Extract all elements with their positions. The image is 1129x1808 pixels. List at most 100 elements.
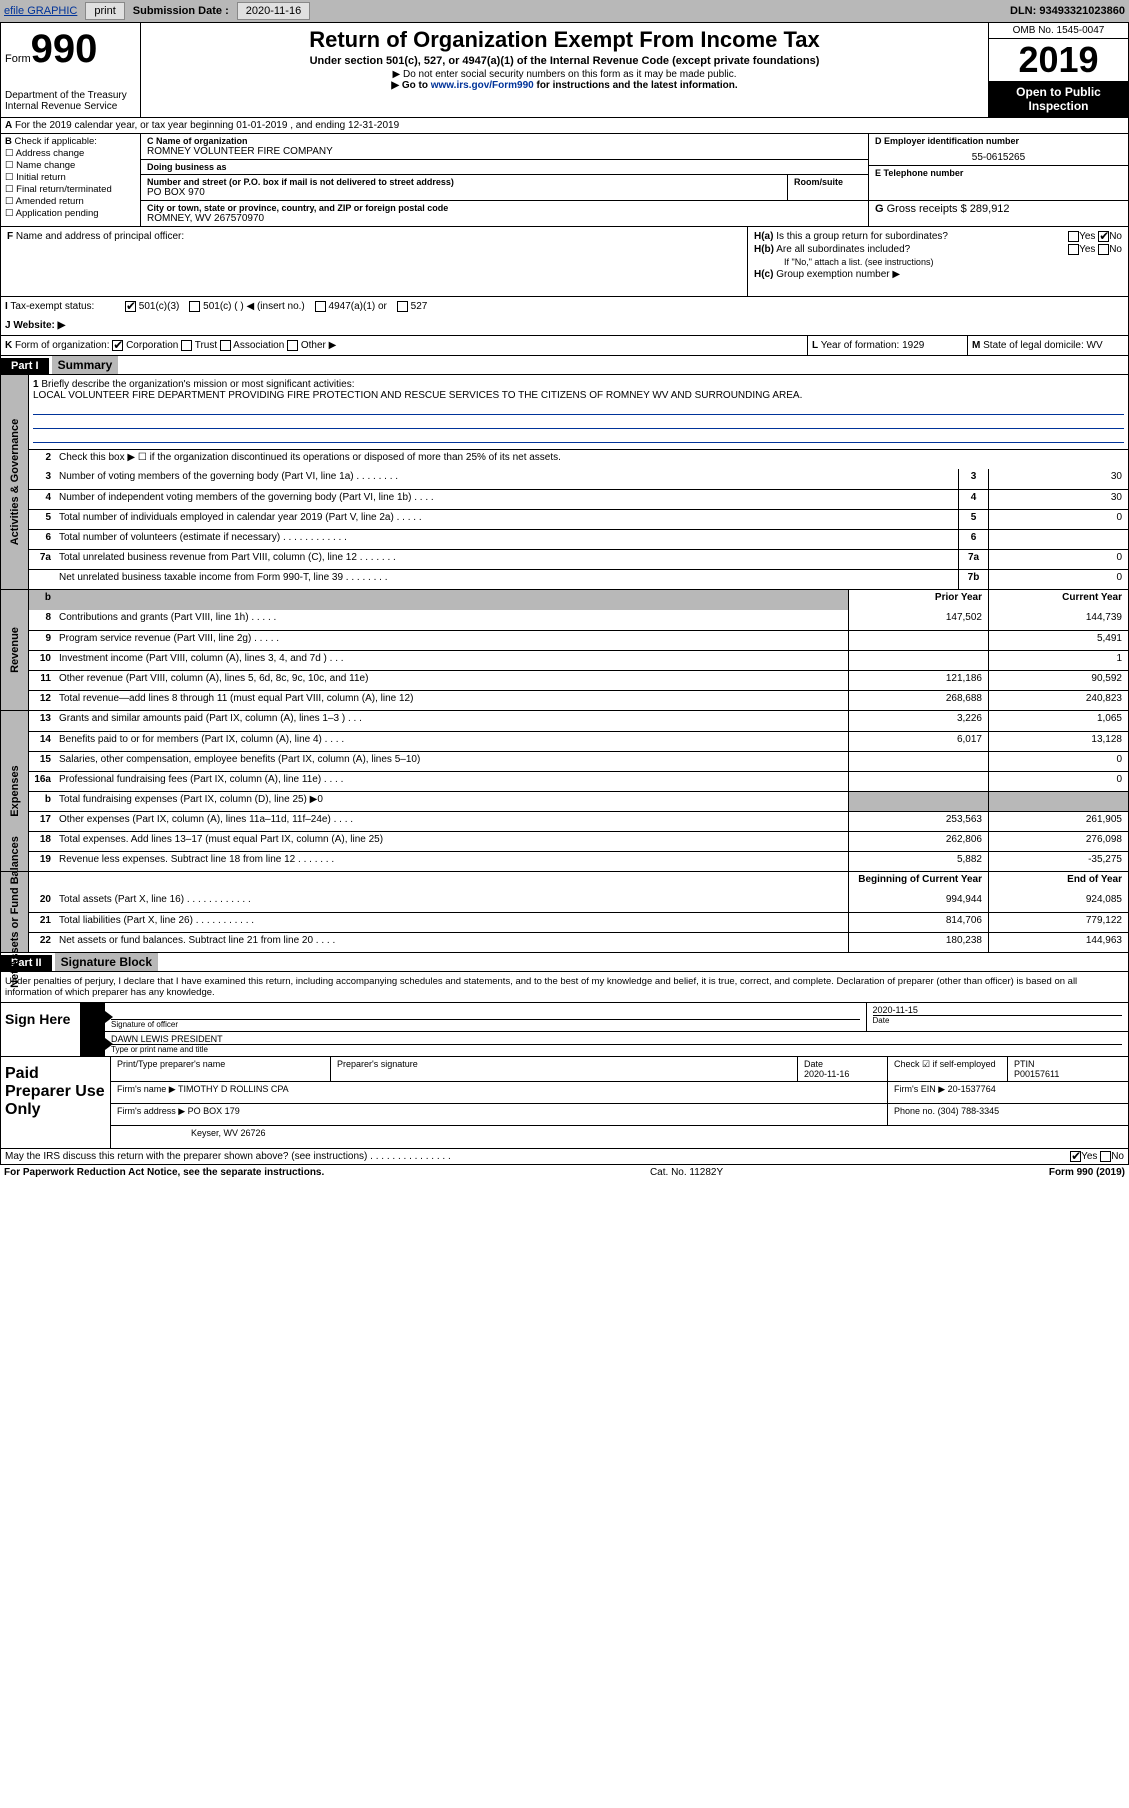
year-formation: 1929 xyxy=(902,340,924,351)
subdate-label: Submission Date : xyxy=(133,5,229,17)
chk-final-return[interactable]: ☐ Final return/terminated xyxy=(5,184,136,195)
table-row: 19Revenue less expenses. Subtract line 1… xyxy=(29,851,1128,871)
chk-527[interactable]: 527 xyxy=(397,301,427,312)
side-governance: Activities & Governance xyxy=(1,375,29,589)
table-row: 18Total expenses. Add lines 13–17 (must … xyxy=(29,831,1128,851)
table-row: 16aProfessional fundraising fees (Part I… xyxy=(29,771,1128,791)
firm-phone: (304) 788-3345 xyxy=(938,1106,1000,1116)
table-row: 20Total assets (Part X, line 16) . . . .… xyxy=(29,892,1128,912)
chk-other[interactable]: Other ▶ xyxy=(287,340,336,351)
form-word: Form xyxy=(5,53,31,65)
table-row: 13Grants and similar amounts paid (Part … xyxy=(29,711,1128,731)
sig-date: 2020-11-15 xyxy=(873,1005,1123,1015)
hc-label: H(c) xyxy=(754,269,773,280)
discuss-text: May the IRS discuss this return with the… xyxy=(5,1151,451,1162)
irs-link[interactable]: www.irs.gov/Form990 xyxy=(431,80,534,91)
chk-501c3[interactable]: 501(c)(3) xyxy=(125,301,179,312)
chk-amended[interactable]: ☐ Amended return xyxy=(5,196,136,207)
gross-label: Gross receipts $ xyxy=(887,203,967,215)
paid-preparer-label: Paid Preparer Use Only xyxy=(1,1057,111,1148)
officer-label: Name and address of principal officer: xyxy=(16,231,184,242)
table-row: Net unrelated business taxable income fr… xyxy=(29,569,1128,589)
table-row: 12Total revenue—add lines 8 through 11 (… xyxy=(29,690,1128,710)
suite-label: Room/suite xyxy=(794,177,862,187)
firm-phone-label: Phone no. xyxy=(894,1106,935,1116)
form-org-label: Form of organization: xyxy=(15,340,110,351)
name-label: Name of organization xyxy=(156,136,248,146)
table-row: 5Total number of individuals employed in… xyxy=(29,509,1128,529)
city-label: City or town, state or province, country… xyxy=(147,203,862,213)
part2-title: Signature Block xyxy=(55,953,158,971)
print-button[interactable]: print xyxy=(85,2,124,20)
date-label: Date xyxy=(873,1015,1123,1025)
chk-trust[interactable]: Trust xyxy=(181,340,217,351)
state-domicile: WV xyxy=(1087,340,1103,351)
self-employed: Check ☑ if self-employed xyxy=(888,1057,1008,1081)
org-name: ROMNEY VOLUNTEER FIRE COMPANY xyxy=(147,146,862,157)
top-bar: efile GRAPHIC print Submission Date : 20… xyxy=(0,0,1129,22)
prep-date: 2020-11-16 xyxy=(804,1069,849,1079)
table-row: 21Total liabilities (Part X, line 26) . … xyxy=(29,912,1128,932)
ptin-value: P00157611 xyxy=(1014,1069,1059,1079)
tax-year: 2019 xyxy=(989,39,1128,81)
table-row: 9Program service revenue (Part VIII, lin… xyxy=(29,630,1128,650)
form-subtitle: Under section 501(c), 527, or 4947(a)(1)… xyxy=(149,55,980,67)
firm-name: TIMOTHY D ROLLINS CPA xyxy=(178,1084,289,1094)
form-header: Form990 Department of the Treasury Inter… xyxy=(0,22,1129,118)
chk-501c[interactable]: 501(c) ( ) ◀ (insert no.) xyxy=(189,301,304,312)
omb-number: OMB No. 1545-0047 xyxy=(989,23,1128,39)
table-row: bTotal fundraising expenses (Part IX, co… xyxy=(29,791,1128,811)
arrow-icon xyxy=(81,1003,105,1031)
chk-name-change[interactable]: ☐ Name change xyxy=(5,160,136,171)
table-row: 6Total number of volunteers (estimate if… xyxy=(29,529,1128,549)
efile-link[interactable]: efile GRAPHIC xyxy=(4,5,77,17)
firm-name-label: Firm's name ▶ xyxy=(117,1084,176,1094)
side-revenue: Revenue xyxy=(1,590,29,710)
chk-assoc[interactable]: Association xyxy=(220,340,284,351)
line-a: A For the 2019 calendar year, or tax yea… xyxy=(0,118,1129,134)
ein-value: 55-0615265 xyxy=(875,152,1122,163)
prior-year-hdr: Prior Year xyxy=(848,590,988,610)
table-row: 15Salaries, other compensation, employee… xyxy=(29,751,1128,771)
hb-yesno[interactable]: Yes No xyxy=(1068,244,1122,255)
firm-city: Keyser, WV 26726 xyxy=(111,1126,1128,1148)
table-row: 3Number of voting members of the governi… xyxy=(29,469,1128,489)
table-row: 7aTotal unrelated business revenue from … xyxy=(29,549,1128,569)
side-net-assets: Net Assets or Fund Balances xyxy=(1,872,29,952)
gross-value: 289,912 xyxy=(970,203,1010,215)
hb-note: If "No," attach a list. (see instruction… xyxy=(754,257,1122,267)
chk-initial-return[interactable]: ☐ Initial return xyxy=(5,172,136,183)
open-public: Open to Public Inspection xyxy=(989,81,1128,117)
dept-text: Department of the Treasury Internal Reve… xyxy=(5,90,136,112)
dln: DLN: 93493321023860 xyxy=(1010,5,1125,17)
line2: Check this box ▶ ☐ if the organization d… xyxy=(55,450,1128,469)
chk-address-change[interactable]: ☐ Address change xyxy=(5,148,136,159)
addr-label: Number and street (or P.O. box if mail i… xyxy=(147,177,781,187)
sig-officer-label: Signature of officer xyxy=(111,1019,860,1029)
chk-4947[interactable]: 4947(a)(1) or xyxy=(315,301,387,312)
org-address: PO BOX 970 xyxy=(147,187,781,198)
discuss-yesno[interactable]: Yes No xyxy=(1070,1151,1124,1162)
form-ref: Form 990 (2019) xyxy=(1049,1167,1125,1178)
beg-year-hdr: Beginning of Current Year xyxy=(848,872,988,892)
pra-notice: For Paperwork Reduction Act Notice, see … xyxy=(4,1167,324,1178)
perjury-text: Under penalties of perjury, I declare th… xyxy=(1,972,1128,1002)
mission-label: Briefly describe the organization's miss… xyxy=(41,379,354,390)
part1-tag: Part I xyxy=(1,358,49,374)
ssn-note: ▶ Do not enter social security numbers o… xyxy=(149,69,980,80)
dba-label: Doing business as xyxy=(147,162,862,172)
prep-sig-label: Preparer's signature xyxy=(331,1057,798,1081)
chk-corp[interactable]: Corporation xyxy=(112,340,178,351)
ha-yesno[interactable]: Yes No xyxy=(1068,231,1122,242)
type-name-label: Type or print name and title xyxy=(111,1044,1122,1054)
table-row: 4Number of independent voting members of… xyxy=(29,489,1128,509)
phone-label: Telephone number xyxy=(884,168,964,178)
prep-name-label: Print/Type preparer's name xyxy=(111,1057,331,1081)
org-city: ROMNEY, WV 267570970 xyxy=(147,213,862,224)
chk-app-pending[interactable]: ☐ Application pending xyxy=(5,208,136,219)
form-number: 990 xyxy=(31,27,98,72)
sign-here-label: Sign Here xyxy=(1,1003,81,1056)
status-label: Tax-exempt status: xyxy=(10,301,94,312)
table-row: 22Net assets or fund balances. Subtract … xyxy=(29,932,1128,952)
subdate-value: 2020-11-16 xyxy=(237,2,310,20)
